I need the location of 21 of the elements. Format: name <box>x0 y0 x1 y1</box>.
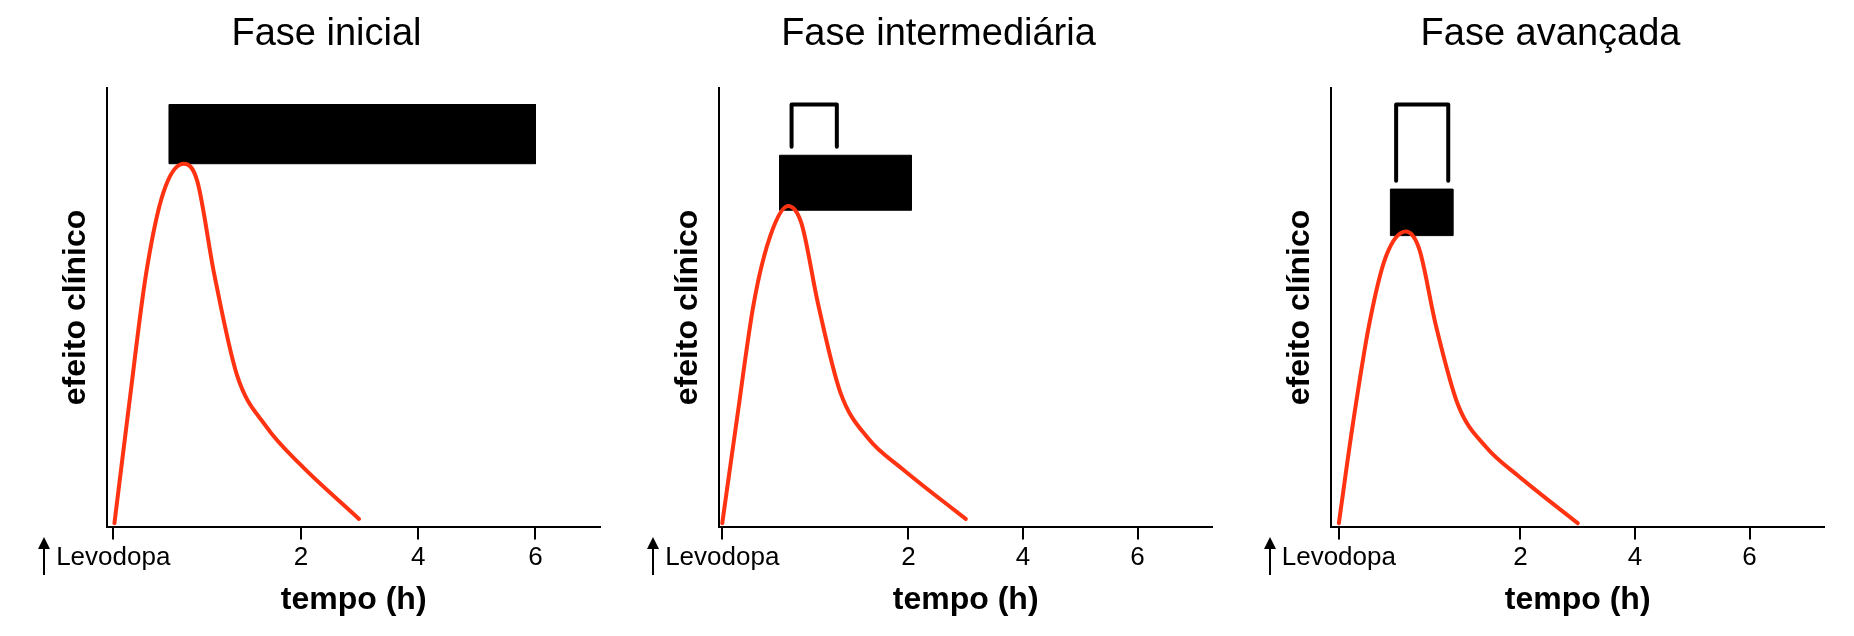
chart-title: Fase avançada <box>1420 11 1682 54</box>
y-axis-title: efeito clínico <box>668 209 705 406</box>
x-tick-label: Levodopa <box>56 541 171 572</box>
y-axis-title: efeito clínico <box>1280 209 1317 406</box>
x-tick-label: 4 <box>1627 541 1643 572</box>
chart-title: Fase inicial <box>231 11 422 54</box>
x-axis-title: tempo (h) <box>892 579 1039 616</box>
x-tick-label: 6 <box>1130 541 1145 572</box>
x-axis-title: tempo (h) <box>1504 579 1651 616</box>
x-tick-label: Levodopa <box>1281 541 1397 572</box>
x-tick-label: 6 <box>1742 541 1757 572</box>
x-tick-label: 4 <box>410 541 426 572</box>
x-tick-label: 2 <box>901 541 916 572</box>
x-tick-label: 2 <box>1513 541 1528 572</box>
x-tick-label: Levodopa <box>665 541 780 572</box>
x-axis-title: tempo (h) <box>280 579 427 616</box>
y-axis-title: efeito clínico <box>56 209 93 406</box>
x-tick-label: 4 <box>1015 541 1031 572</box>
chart-title: Fase intermediária <box>781 11 1097 54</box>
x-tick-label: 6 <box>528 541 543 572</box>
x-tick-label: 2 <box>293 541 309 572</box>
